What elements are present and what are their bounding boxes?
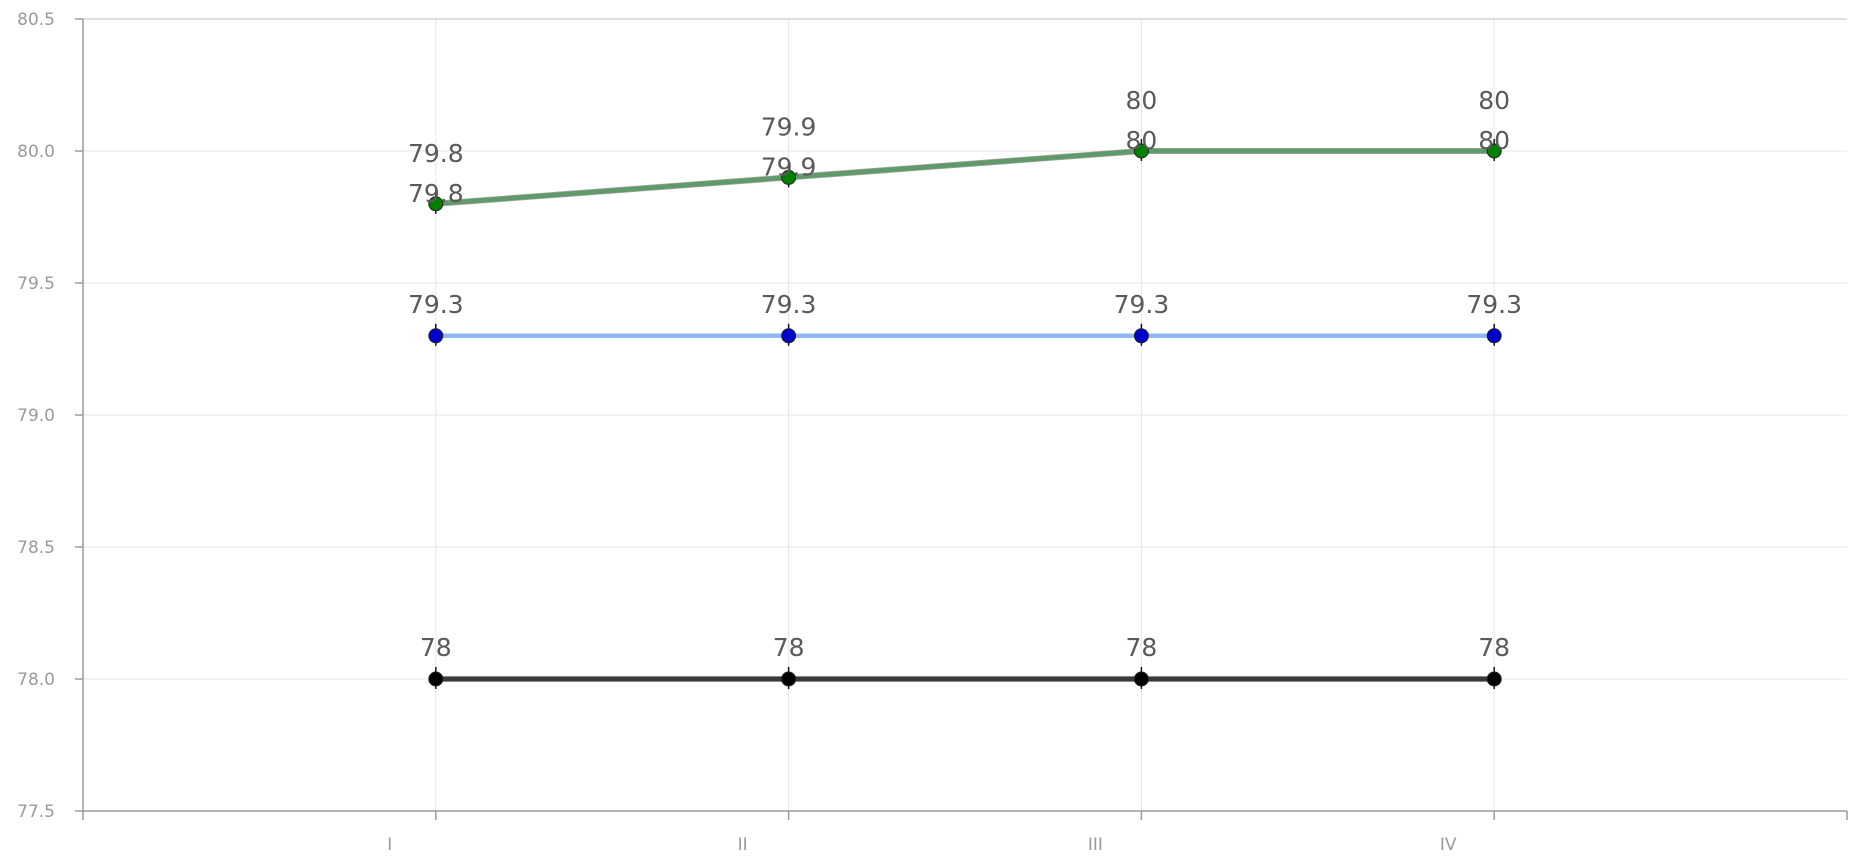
data-label-overlap: 80: [1478, 126, 1510, 155]
y-tick-label: 78.5: [17, 538, 55, 558]
axes: 77.578.078.579.079.580.080.5I II III IV: [17, 10, 1848, 855]
x-tick-label: III: [1088, 835, 1103, 855]
data-label: 79.3: [408, 290, 464, 319]
data-label-overlap: 80: [1125, 126, 1157, 155]
data-point: [781, 328, 797, 344]
y-tick-label: 80.5: [17, 10, 55, 30]
data-label: 78: [773, 633, 805, 662]
data-point: [781, 169, 797, 185]
x-tick-label: II: [738, 835, 748, 855]
data-point: [428, 671, 444, 687]
data-label: 78: [1478, 633, 1510, 662]
gridlines: [83, 18, 1847, 812]
data-label: 78: [1125, 633, 1157, 662]
data-point: [1133, 671, 1149, 687]
series-line: [435, 148, 1495, 207]
y-tick-label: 77.5: [17, 802, 55, 822]
data-label-overlap: 79.9: [761, 152, 817, 181]
data-label: 79.3: [761, 290, 817, 319]
data-label-overlap: 79.8: [408, 179, 464, 208]
data-labels: 79.8 79.8 79.9 79.9 80 80 80 80 79.3 79.3 79.3 79.3…: [408, 86, 1522, 662]
data-point: [1133, 143, 1149, 159]
data-point: [1486, 143, 1502, 159]
data-point: [1133, 328, 1149, 344]
y-tick-label: 80.0: [17, 142, 55, 162]
data-point: [1486, 328, 1502, 344]
data-label: 79.3: [1466, 290, 1522, 319]
data-point: [1486, 671, 1502, 687]
y-tick-label: 79.5: [17, 274, 55, 294]
data-point: [428, 196, 444, 212]
series-group: [428, 139, 1502, 689]
data-label: 80: [1478, 86, 1510, 115]
series-line-edge: [435, 148, 1495, 207]
data-point: [781, 671, 797, 687]
data-label: 79.8: [408, 139, 464, 168]
data-point: [428, 328, 444, 344]
x-tick-label: I: [387, 835, 392, 855]
data-label: 79.3: [1114, 290, 1170, 319]
y-tick-label: 79.0: [17, 406, 55, 426]
data-label: 79.9: [761, 112, 817, 141]
y-tick-label: 78.0: [17, 670, 55, 690]
x-tick-label: IV: [1440, 835, 1457, 855]
data-label: 78: [420, 633, 452, 662]
data-label: 80: [1125, 86, 1157, 115]
